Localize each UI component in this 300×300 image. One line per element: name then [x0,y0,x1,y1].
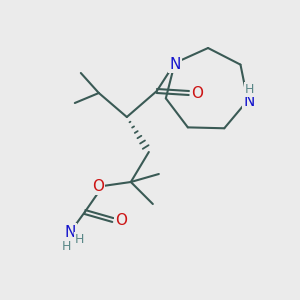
Text: N: N [169,56,181,71]
Text: O: O [191,85,203,100]
Text: N: N [64,224,76,239]
Text: H: H [75,232,85,245]
Text: O: O [92,178,104,194]
Text: H: H [245,83,254,96]
Text: N: N [243,94,254,109]
Text: H: H [62,239,71,253]
Text: O: O [115,212,127,227]
